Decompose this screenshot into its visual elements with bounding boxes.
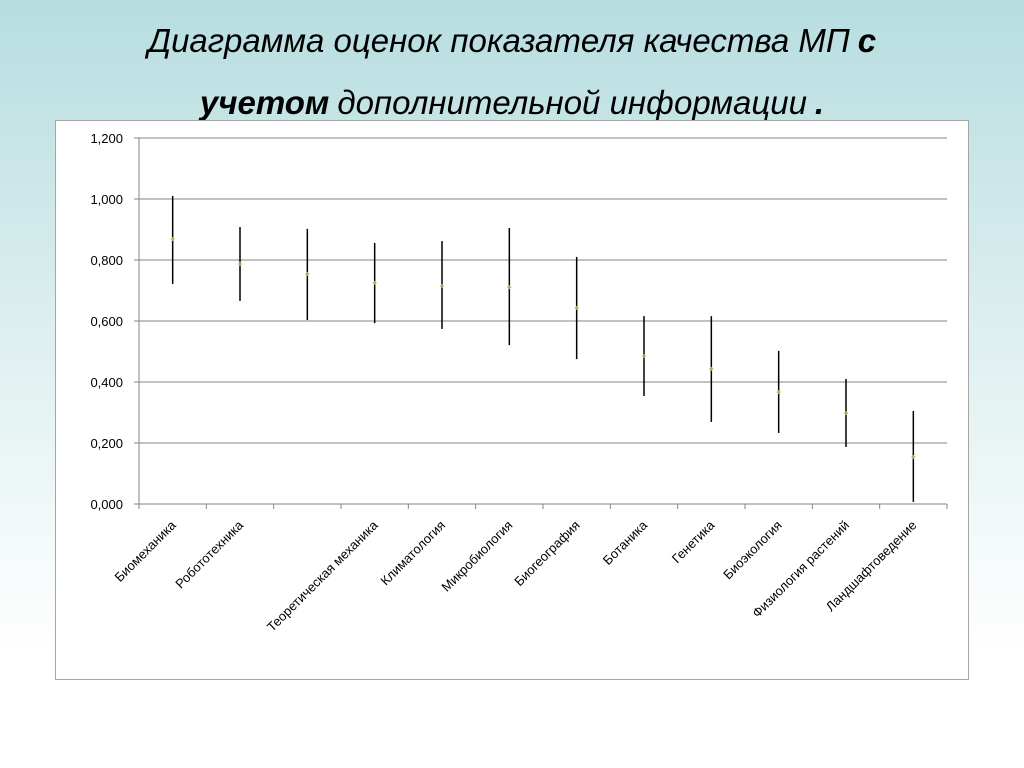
title-line: учетом дополнительной информации.: [0, 72, 1024, 134]
marker: [238, 261, 242, 266]
title: Диаграмма оценок показателя качества МП с…: [0, 10, 1024, 134]
x-tick-label: Биомеханика: [112, 517, 180, 585]
title-run: с: [857, 22, 877, 59]
marker: [844, 411, 848, 416]
y-tick-label: 0,600: [90, 314, 123, 329]
marker: [507, 285, 512, 290]
title-run: Диаграмма оценок показателя качества МП: [147, 22, 850, 59]
y-tick-label: 0,000: [90, 497, 123, 512]
marker: [574, 305, 579, 310]
chart: 0,000 0,200 0,400 0,600 0,800 1,000 1,200 Биоме…: [90, 131, 948, 634]
x-tick-label: Биогеография: [511, 518, 583, 590]
marker: [911, 455, 916, 460]
marker: [170, 236, 175, 241]
x-tick-label: Робототехника: [172, 517, 246, 591]
chart-area: 0,000 0,200 0,400 0,600 0,800 1,000 1,200 Биоме…: [55, 120, 969, 680]
title-run: учетом: [199, 84, 330, 121]
x-tick-label: Микробиология: [438, 518, 515, 595]
title-run: .: [814, 84, 825, 121]
marker: [642, 354, 646, 359]
x-tick-label: Теоретическая механика: [264, 517, 381, 634]
x-tick-label: Климатология: [377, 518, 448, 589]
marker: [776, 390, 781, 395]
y-tick-label: 1,000: [90, 192, 123, 207]
y-tick-label: 1,200: [90, 131, 123, 146]
x-tick-label: Биоэкология: [720, 518, 785, 583]
marker: [372, 280, 377, 285]
y-tick-label: 0,800: [90, 253, 123, 268]
x-tick-label: Ботаника: [600, 517, 651, 568]
y-tick-label: 0,200: [90, 436, 123, 451]
title-run: дополнительной информации: [337, 84, 807, 121]
marker: [305, 272, 310, 277]
x-tick-label: Генетика: [669, 517, 718, 566]
marker: [440, 283, 444, 288]
marker: [709, 366, 714, 371]
title-line: Диаграмма оценок показателя качества МП с: [0, 10, 1024, 72]
y-tick-label: 0,400: [90, 375, 123, 390]
